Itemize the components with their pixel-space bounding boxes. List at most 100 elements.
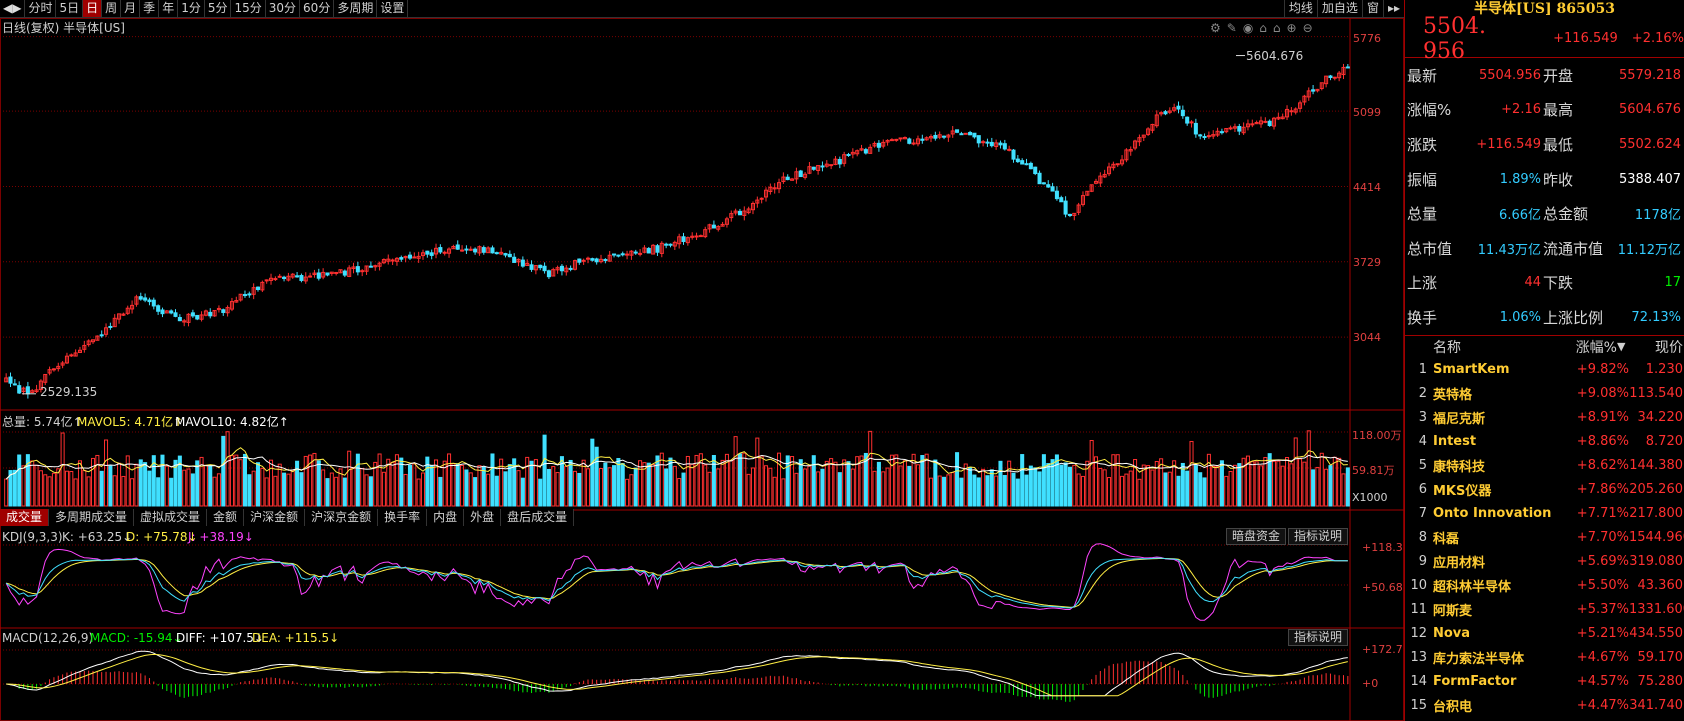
candle-body xyxy=(772,187,777,190)
list-item[interactable]: 2 英特格 +9.08% 113.540 xyxy=(1405,382,1684,406)
period-tab[interactable]: 日 xyxy=(83,0,103,17)
candle-body xyxy=(942,135,947,138)
list-item[interactable]: 1 SmartKem +9.82% 1.230 xyxy=(1405,358,1684,382)
sort-down-icon[interactable]: ▼ xyxy=(1617,340,1626,354)
indicator-tab[interactable]: 成交量 xyxy=(0,509,50,526)
candle-body xyxy=(568,267,573,270)
candle-body xyxy=(229,301,234,310)
candle-body xyxy=(295,275,300,278)
stat-label: 涨幅% xyxy=(1407,101,1452,120)
list-item[interactable]: 14 FormFactor +4.57% 75.280 xyxy=(1405,670,1684,694)
expand-icon[interactable]: ▸▸ xyxy=(1382,0,1404,17)
volume-bar xyxy=(668,457,673,507)
indicator-tab[interactable]: 沪深京金额 xyxy=(305,509,379,526)
list-item[interactable]: 6 MKS仪器 +7.86% 205.260 xyxy=(1405,478,1684,502)
period-tab[interactable]: 5分 xyxy=(205,0,232,17)
volume-bar xyxy=(1224,475,1229,507)
indicator-tab[interactable]: 换手率 xyxy=(378,509,428,526)
indicator-tab[interactable]: 金额 xyxy=(207,509,245,526)
stat-label: 昨收 xyxy=(1543,170,1574,189)
list-item[interactable]: 10 超科林半导体 +5.50% 43.360 xyxy=(1405,574,1684,598)
list-header-pct[interactable]: 涨幅% xyxy=(1575,339,1617,356)
list-item[interactable]: 7 Onto Innovation +7.71% 217.800 xyxy=(1405,502,1684,526)
candle-body xyxy=(794,171,799,180)
play-icon[interactable]: ◀▶ xyxy=(0,0,26,17)
toolbar-window-button[interactable]: 窗 xyxy=(1361,0,1383,17)
volume-bar xyxy=(520,477,525,507)
indicator-tab[interactable]: 多周期成交量 xyxy=(49,509,135,526)
chart-canvas[interactable] xyxy=(0,0,1404,721)
stock-name: 台积电 xyxy=(1433,700,1473,716)
volume-bar xyxy=(598,467,604,507)
candle-body xyxy=(316,272,321,279)
stat-value: 5604.676 xyxy=(1618,102,1681,118)
list-header-name[interactable]: 名称 xyxy=(1433,339,1461,356)
volume-bar xyxy=(4,478,9,507)
candle-body xyxy=(312,272,317,276)
candle-body xyxy=(785,176,790,181)
candle-body xyxy=(490,247,495,254)
candle-body xyxy=(759,197,764,200)
candle-body xyxy=(937,134,942,138)
indicator-tab[interactable]: 外盘 xyxy=(464,509,502,526)
volume-bar xyxy=(1072,464,1077,507)
indicator-tab[interactable]: 内盘 xyxy=(427,509,465,526)
period-tab[interactable]: 多周期 xyxy=(334,0,378,17)
candle-body xyxy=(677,236,682,245)
list-item[interactable]: 12 Nova +5.21% 434.550 xyxy=(1405,622,1684,646)
candle-body xyxy=(742,210,747,216)
candle-body xyxy=(1285,108,1290,118)
dark-pool-button[interactable]: 暗盘资金 xyxy=(1226,528,1287,545)
toolbar-ma-button[interactable]: 均线 xyxy=(1283,0,1317,17)
list-item[interactable]: 13 库力索法半导体 +4.67% 59.170 xyxy=(1405,646,1684,670)
stat-value: 1.89% xyxy=(1499,171,1541,187)
list-item[interactable]: 4 Intest +8.86% 8.720 xyxy=(1405,430,1684,454)
period-tab[interactable]: 1分 xyxy=(178,0,205,17)
list-item[interactable]: 15 台积电 +4.47% 341.740 xyxy=(1405,694,1684,718)
volume-bar xyxy=(868,430,873,507)
period-tab[interactable]: 5日 xyxy=(56,0,84,17)
chart-tool-icons[interactable]: ⚙✎◉⌂⌂⊕⊖ xyxy=(1210,21,1319,35)
list-item[interactable]: 11 阿斯麦 +5.37%1331.600 xyxy=(1405,598,1684,622)
candle-body xyxy=(989,141,994,147)
candle-body xyxy=(564,267,569,273)
candle-body xyxy=(559,265,564,272)
toolbar-add-watch-button[interactable]: 加自选 xyxy=(1316,0,1362,17)
kdj-help-button[interactable]: 指标说明 xyxy=(1288,528,1349,545)
period-tab[interactable]: 60分 xyxy=(300,0,335,17)
period-tab[interactable]: 年 xyxy=(159,0,179,17)
macd-help-button[interactable]: 指标说明 xyxy=(1288,629,1349,646)
volume-bar xyxy=(429,465,434,507)
indicator-tab[interactable]: 沪深金额 xyxy=(244,509,306,526)
volume-bar xyxy=(625,478,630,507)
volume-bar xyxy=(672,465,677,507)
candle-body xyxy=(273,278,278,281)
volume-bar xyxy=(1050,459,1055,507)
candle-body xyxy=(425,250,430,255)
list-item[interactable]: 3 福尼克斯 +8.91% 34.220 xyxy=(1405,406,1684,430)
indicator-tab[interactable]: 盘后成交量 xyxy=(501,509,575,526)
indicator-tab[interactable]: 虚拟成交量 xyxy=(134,509,208,526)
list-item[interactable]: 8 科磊 +7.70%1544.960 xyxy=(1405,526,1684,550)
list-item[interactable]: 9 应用材料 +5.69% 319.080 xyxy=(1405,550,1684,574)
list-item[interactable]: 5 康特科技 +8.62% 144.380 xyxy=(1405,454,1684,478)
candle-body xyxy=(907,138,912,144)
period-tab[interactable]: 15分 xyxy=(231,0,266,17)
period-tab[interactable]: 季 xyxy=(140,0,160,17)
volume-bar xyxy=(1011,472,1016,507)
candle-body xyxy=(868,146,873,154)
period-tab[interactable]: 设置 xyxy=(377,0,409,17)
list-index: 11 xyxy=(1410,602,1427,618)
period-tab[interactable]: 周 xyxy=(102,0,122,17)
volume-bar xyxy=(90,457,96,507)
list-header-price[interactable]: 现价 xyxy=(1655,339,1683,356)
candle-body xyxy=(299,275,304,281)
volume-bar xyxy=(69,470,74,507)
period-tab[interactable]: 月 xyxy=(121,0,141,17)
candle-body xyxy=(77,349,83,354)
period-tab[interactable]: 分时 xyxy=(25,0,57,17)
volume-bar xyxy=(312,452,317,507)
period-tab[interactable]: 30分 xyxy=(266,0,301,17)
price-axis-label: 4414 xyxy=(1353,181,1381,194)
candle-body xyxy=(946,134,951,138)
